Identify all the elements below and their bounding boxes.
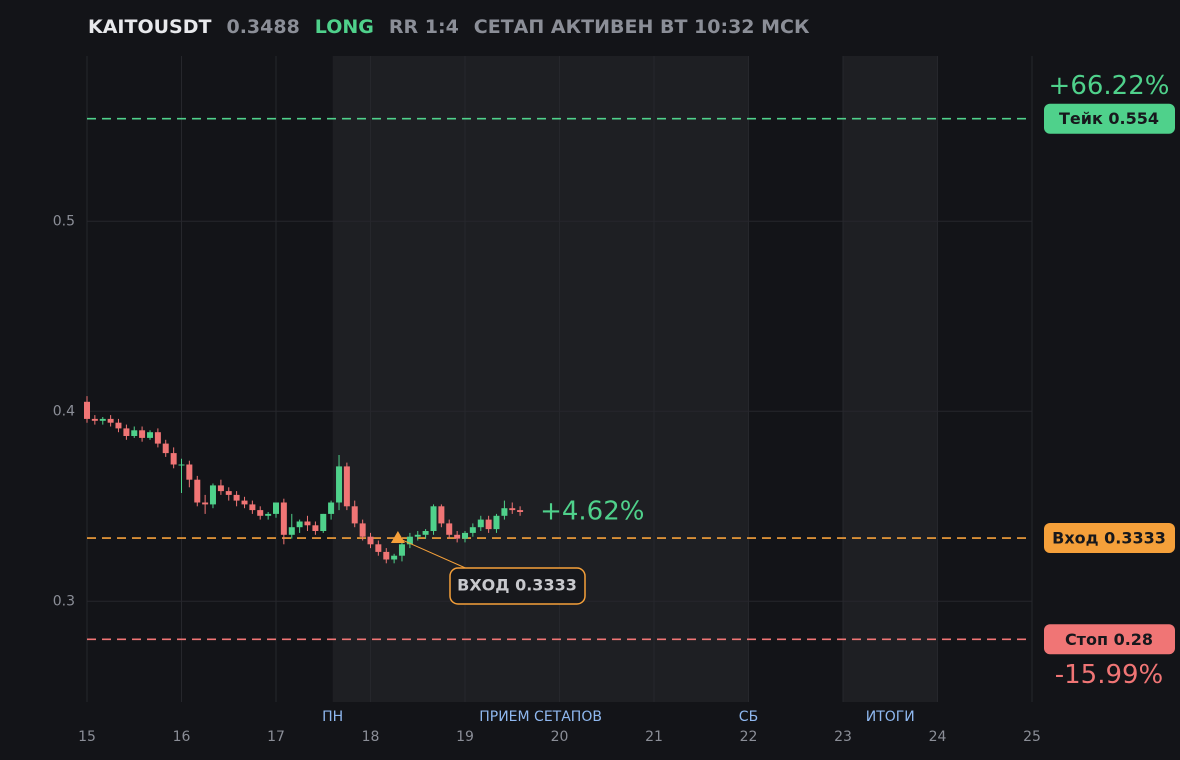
entry-connector: [397, 537, 471, 571]
y-tick-label: 0.3: [53, 593, 75, 609]
level-badge: [1044, 624, 1175, 655]
x-tick-label: 25: [1023, 729, 1041, 745]
candle-body: [501, 508, 508, 516]
candle-body: [233, 494, 240, 501]
candle-body: [257, 510, 264, 516]
candle-body: [304, 521, 311, 526]
candle-body: [288, 527, 295, 535]
symbol: KAITOUSDT: [88, 16, 212, 38]
candle-body: [162, 443, 169, 454]
y-tick-label: 0.4: [53, 403, 75, 419]
candle-body: [383, 551, 390, 560]
risk-reward: RR 1:4: [388, 16, 459, 38]
session-label: ПРИЕМ СЕТАПОВ: [479, 709, 602, 725]
candle-body: [462, 532, 468, 539]
candle-body: [375, 544, 382, 552]
entry-annotation-box: [449, 567, 586, 605]
candle-body: [398, 544, 405, 556]
session-band: [332, 56, 749, 702]
candle-body: [446, 523, 453, 535]
candle-body: [422, 531, 429, 535]
level-change: +66.22%: [1049, 71, 1170, 101]
candle-body: [367, 536, 374, 545]
candle-body: [84, 401, 90, 419]
candle-body: [178, 464, 185, 466]
candle-body: [202, 502, 209, 505]
candle-body: [91, 418, 98, 421]
candle-body: [99, 418, 106, 421]
candle-body: [296, 521, 303, 528]
candle-body: [225, 491, 232, 495]
candle-body: [493, 515, 500, 530]
x-tick-label: 24: [929, 729, 947, 745]
candle-body: [477, 519, 484, 528]
level-badge: [1044, 523, 1175, 554]
candle-body: [273, 502, 279, 514]
candle-body: [328, 502, 335, 514]
candle-body: [517, 510, 524, 512]
x-tick-label: 18: [362, 729, 380, 745]
level-label: Тейк 0.554: [1059, 109, 1159, 128]
candle-body: [115, 422, 122, 429]
candle-body: [123, 428, 130, 436]
candle-body: [209, 485, 216, 505]
candle-body: [454, 534, 461, 539]
candle-body: [154, 432, 161, 444]
x-tick-label: 23: [834, 729, 852, 745]
candle-body: [241, 500, 248, 505]
candle-body: [139, 430, 146, 438]
session-label: ИТОГИ: [866, 709, 915, 725]
side: LONG: [314, 16, 374, 38]
candle-body: [265, 513, 272, 516]
x-tick-label: 21: [645, 729, 663, 745]
x-tick-label: 16: [173, 729, 191, 745]
candle-body: [336, 466, 343, 503]
candle-body: [312, 525, 319, 531]
candle-body: [343, 466, 350, 507]
header: KAITOUSDT 0.3488 LONG RR 1:4 СЕТАП АКТИВ…: [88, 16, 810, 38]
level-label: Стоп 0.28: [1065, 630, 1153, 649]
status: СЕТАП АКТИВЕН ВТ 10:32 МСК: [473, 16, 810, 38]
session-band: [843, 56, 938, 702]
x-tick-label: 15: [78, 729, 96, 745]
x-tick-label: 19: [456, 729, 474, 745]
candle-body: [438, 506, 445, 524]
candle-body: [469, 527, 476, 533]
candle-body: [249, 504, 256, 511]
price: 0.3488: [226, 16, 300, 38]
candle-body: [131, 430, 138, 436]
candle-body: [107, 418, 114, 423]
candle-body: [406, 536, 413, 545]
candle-body: [509, 508, 516, 511]
candle-body: [217, 485, 224, 492]
entry-marker: [390, 531, 405, 544]
candle-body: [186, 464, 193, 480]
candle-body: [147, 432, 154, 438]
current-change: +4.62%: [540, 497, 644, 527]
candle-body: [391, 555, 398, 560]
entry-annotation: ВХОД 0.3333: [457, 576, 577, 595]
candle-body: [170, 453, 177, 465]
candle-body: [280, 502, 287, 535]
candle-body: [194, 479, 201, 503]
session-label: ПН: [322, 709, 343, 725]
level-change: -15.99%: [1055, 660, 1164, 690]
x-tick-label: 20: [551, 729, 569, 745]
candle-body: [320, 513, 327, 531]
candle-body: [430, 506, 437, 531]
candle-body: [359, 523, 366, 537]
candle-body: [414, 534, 421, 537]
x-tick-label: 22: [740, 729, 758, 745]
y-tick-label: 0.5: [53, 213, 75, 229]
level-label: Вход 0.3333: [1052, 529, 1166, 548]
session-label: СБ: [739, 709, 758, 725]
x-tick-label: 17: [267, 729, 285, 745]
candle-body: [485, 519, 492, 530]
level-badge: [1044, 103, 1175, 134]
candle-body: [351, 506, 358, 524]
